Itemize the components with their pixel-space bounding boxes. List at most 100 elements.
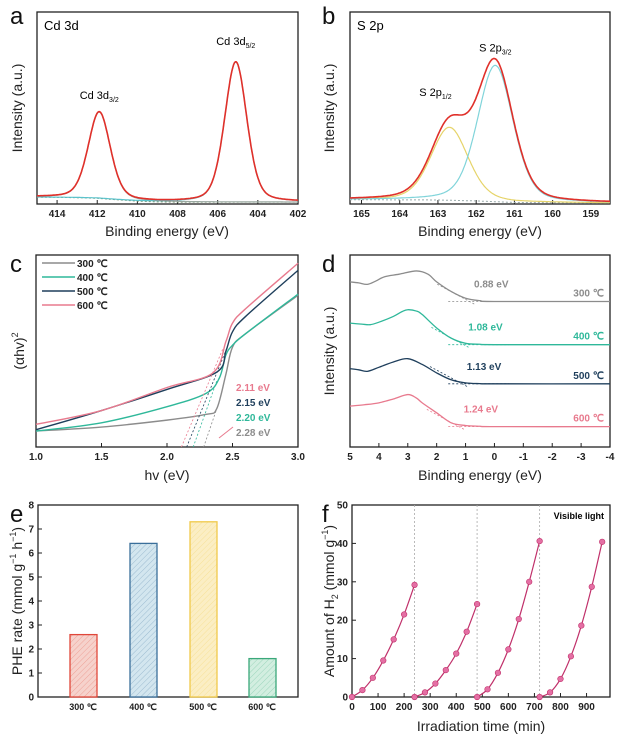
panel-c-series-1 xyxy=(35,293,299,432)
panel-f-ytick-label: 20 xyxy=(337,616,349,627)
panel-c-series-3 xyxy=(35,262,299,426)
panel-f-ylabel: Amount of H2 (mmol g−1) xyxy=(320,525,340,677)
panel-b-background xyxy=(350,199,610,204)
panel-f-xtick-label: 300 xyxy=(422,702,439,713)
panel-f-point xyxy=(536,693,543,701)
panel-d-edge-fit-0 xyxy=(437,283,475,305)
panel-f-ytick-label: 30 xyxy=(337,577,349,588)
panel-f-point xyxy=(390,636,397,643)
panel-d-edge-fit-1 xyxy=(431,327,470,348)
panel-f-xtick-label: 500 xyxy=(474,702,491,713)
panel-f-point xyxy=(421,689,429,696)
panel-c-legend-label-0: 300 ℃ xyxy=(77,259,108,270)
panel-f-point xyxy=(411,693,418,701)
panel-d-xtick-label: 5 xyxy=(347,452,353,463)
panel-d-vbm-label-3: 1.24 eV xyxy=(464,405,499,416)
panel-f-point xyxy=(463,628,470,635)
panel-d-series-1 xyxy=(349,309,611,346)
panel-e-ytick-label: 2 xyxy=(28,645,34,656)
panel-d-xtick-label: 3 xyxy=(405,452,411,463)
panel-f-xtick-label: 900 xyxy=(578,702,595,713)
panel-e-category-label-1: 400 ℃ xyxy=(129,702,157,712)
panel-f-point xyxy=(588,583,595,590)
panel-c-ylabel: (αhv)2 xyxy=(10,332,27,369)
panel-a-xtick-label: 410 xyxy=(129,209,146,220)
panel-b-peak-label-1: S 2p3/2 xyxy=(479,43,511,57)
panel-f-point xyxy=(557,675,564,683)
panel-e-ylabel-sup2: −1 xyxy=(8,532,18,542)
panel-a-frame xyxy=(36,11,299,205)
panel-letter-f: f xyxy=(322,501,329,528)
panel-b-ylabel: Intensity (a.u.) xyxy=(321,64,337,153)
panel-e-bar-3 xyxy=(248,657,277,698)
panel-e-ytick-label: 0 xyxy=(28,693,34,704)
panel-d-xlabel: Binding energy (eV) xyxy=(418,467,542,483)
panel-f-point xyxy=(473,693,481,701)
panel-a-title: Cd 3d xyxy=(44,18,79,33)
panel-f-point xyxy=(369,674,376,681)
panel-b-title: S 2p xyxy=(357,18,384,33)
panel-f-ylabel-main: Amount of H xyxy=(321,599,337,677)
panel-a-envelope xyxy=(37,61,299,201)
panel-d-xtick-label: -3 xyxy=(577,452,586,463)
panel-d-xtick-label: -2 xyxy=(548,452,557,463)
panel-f-ylabel-unit: (mmol g xyxy=(321,540,337,594)
panel-f-xtick-label: 800 xyxy=(552,702,569,713)
panel-d-vbm-label-0: 0.88 eV xyxy=(474,279,509,290)
panel-f-point xyxy=(536,537,543,545)
panel-a-xtick-label: 406 xyxy=(209,209,226,220)
panel-d-xtick-label: 1 xyxy=(463,452,469,463)
panel-f-ytick-label: 10 xyxy=(337,654,349,665)
panel-c-xlabel: hv (eV) xyxy=(144,467,189,483)
panel-b-component-0 xyxy=(349,126,610,204)
panel-e-ytick-label: 6 xyxy=(28,549,34,560)
panel-f-ytick-label: 50 xyxy=(337,501,349,512)
panel-a-xtick-label: 414 xyxy=(49,209,66,220)
panel-f-point xyxy=(526,578,533,585)
panel-c-bandgap-label-2: 2.20 eV xyxy=(236,413,271,424)
panel-d-temp-label-3: 600 ℃ xyxy=(573,414,604,425)
panel-c-arrow xyxy=(218,426,234,439)
panel-c-xtick-label: 2.5 xyxy=(226,452,240,463)
panel-c-tangent-3 xyxy=(181,347,224,448)
panel-f-point xyxy=(599,538,606,545)
panel-f-point xyxy=(432,680,439,687)
panel-f-point xyxy=(505,646,512,653)
panel-b-xtick-label: 163 xyxy=(430,209,447,220)
panel-f-xtick-label: 100 xyxy=(370,702,387,713)
panel-c-bandgap-label-0: 2.11 eV xyxy=(236,383,270,394)
panel-letter-a: a xyxy=(10,3,24,30)
panel-e-ylabel-h: h xyxy=(9,542,25,550)
panel-b-xlabel: Binding energy (eV) xyxy=(418,223,542,239)
panel-c-ylabel-sup: 2 xyxy=(10,332,20,337)
panel-c-ylabel-main: (αhv) xyxy=(11,337,27,369)
panel-c-xtick-label: 1.0 xyxy=(29,452,43,463)
panel-b-frame xyxy=(349,11,611,205)
panel-f-point xyxy=(348,693,356,701)
panel-f-point xyxy=(359,686,366,694)
panel-a-xtick-label: 412 xyxy=(89,209,106,220)
panel-d-edge-fit-2 xyxy=(429,366,468,388)
panel-f-point xyxy=(473,600,481,608)
panel-b-envelope xyxy=(350,57,610,203)
panel-f-point xyxy=(401,611,408,618)
panel-b-xtick-label: 164 xyxy=(391,209,408,220)
panel-letter-b: b xyxy=(322,3,335,30)
panel-f-ylabel-sub: 2 xyxy=(330,594,340,599)
panel-c-xtick-label: 3.0 xyxy=(291,452,305,463)
panel-f-annotation: Visible light xyxy=(554,511,604,521)
panel-c-tangent-2 xyxy=(186,347,228,448)
panel-b-xtick-label: 165 xyxy=(353,209,370,220)
panel-letter-d: d xyxy=(322,251,335,278)
panel-d-xtick-label: 2 xyxy=(434,452,440,463)
panel-e-category-label-0: 300 ℃ xyxy=(69,702,97,712)
panel-f-ylabel-close: ) xyxy=(321,525,337,530)
panel-f-ytick-label: 0 xyxy=(342,693,348,704)
panel-f-ylabel-sup: −1 xyxy=(320,530,330,540)
panel-letter-e: e xyxy=(10,501,23,528)
panel-d-temp-label-2: 500 ℃ xyxy=(573,371,604,382)
panel-e-ytick-label: 4 xyxy=(28,597,34,608)
panel-c-tangent-0 xyxy=(203,408,218,448)
panel-d-vbm-label-1: 1.08 eV xyxy=(468,323,503,334)
